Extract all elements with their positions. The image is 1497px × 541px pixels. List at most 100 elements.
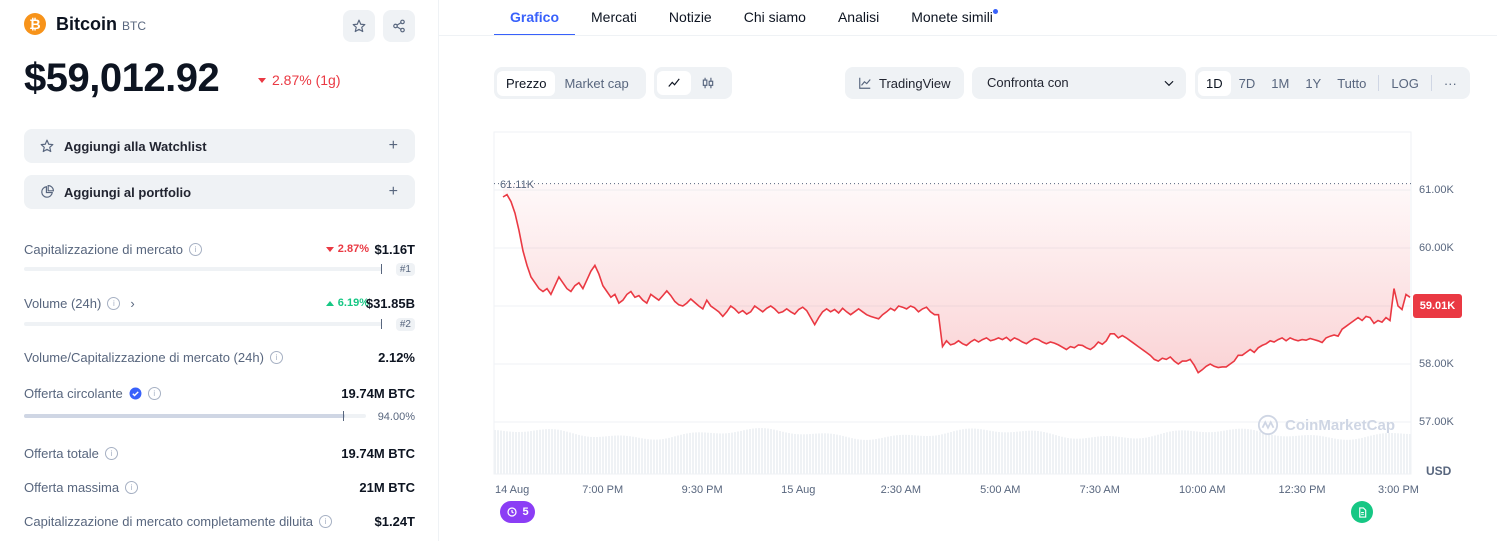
info-icon[interactable]: i	[104, 447, 118, 460]
volume-bar	[1151, 436, 1153, 474]
x-tick-label: 14 Aug	[495, 484, 530, 496]
tab-chi-siamo[interactable]: Chi siamo	[743, 9, 806, 25]
volume-bar	[1310, 435, 1312, 474]
info-icon[interactable]: i	[188, 243, 202, 256]
volume-bar	[542, 429, 544, 474]
tab-notizie[interactable]: Notizie	[668, 9, 712, 25]
watermark-text: CoinMarketCap	[1285, 416, 1396, 434]
volume-bar	[1211, 432, 1213, 474]
share-button[interactable]	[383, 10, 415, 42]
line-chart-icon[interactable]	[657, 71, 691, 95]
volume-bar	[1268, 434, 1270, 474]
volume-bar	[494, 429, 496, 474]
volume-bar	[1289, 436, 1291, 474]
volume-bar	[965, 428, 967, 474]
volume-bar	[1028, 430, 1030, 474]
volume-bar	[1259, 431, 1261, 474]
volume-bar	[1334, 438, 1336, 474]
volume-bar	[1004, 432, 1006, 474]
volume-bar	[1247, 429, 1249, 474]
volume-bar	[584, 436, 586, 474]
star-button[interactable]	[343, 10, 375, 42]
volume-bar	[875, 439, 877, 474]
tab-analisi[interactable]: Analisi	[837, 9, 880, 25]
info-icon[interactable]: i	[107, 297, 121, 310]
tab-mercati[interactable]: Mercati	[591, 9, 637, 25]
news-badge[interactable]	[1351, 501, 1373, 523]
volume-bar	[968, 428, 970, 474]
volume-bar	[1172, 431, 1174, 474]
volume-bar	[878, 438, 880, 474]
log-toggle[interactable]: LOG	[1391, 75, 1419, 91]
plus-icon: +	[388, 183, 398, 200]
volume-bar	[578, 434, 580, 474]
volume-bar	[503, 430, 505, 474]
y-tick-label: 60.00K	[1419, 242, 1454, 254]
volume-bar	[1199, 431, 1201, 474]
events-badge[interactable]: 5	[500, 501, 535, 523]
volume-bar	[611, 435, 613, 474]
volume-bar	[899, 434, 901, 474]
pie-chart-icon	[40, 185, 54, 199]
volume-bar	[791, 433, 793, 474]
tab-monete-simili[interactable]: Monete simili	[895, 0, 1009, 34]
info-icon[interactable]: i	[269, 351, 283, 364]
volume-bar	[752, 428, 754, 474]
range-1m[interactable]: 1M	[1271, 75, 1290, 91]
chevron-right-icon[interactable]: ›	[130, 296, 135, 311]
volume-bar	[620, 435, 622, 474]
volume-bar	[1370, 435, 1372, 474]
volume-bar	[794, 433, 796, 474]
more-options-icon[interactable]: ···	[1443, 75, 1457, 91]
candlestick-icon[interactable]	[691, 71, 725, 95]
notification-dot	[992, 9, 998, 14]
volume-bar	[809, 434, 811, 474]
volume-bar	[1304, 435, 1306, 474]
volume-bar	[1031, 430, 1033, 474]
volume-bar	[569, 432, 571, 474]
range-all[interactable]: Tutto	[1337, 75, 1367, 91]
volume-bar	[1373, 434, 1375, 474]
volume-bar	[707, 432, 709, 474]
volume-bar	[1010, 432, 1012, 474]
range-1y[interactable]: 1Y	[1305, 75, 1322, 91]
y-tick-label: 57.00K	[1419, 416, 1454, 428]
volume-bar	[563, 430, 565, 474]
volume-bar	[1346, 439, 1348, 474]
volume-bar	[581, 435, 583, 474]
volume-bar	[1232, 429, 1234, 474]
volume-bar	[788, 433, 790, 474]
stat-label: Volume/Capitalizzazione di mercato (24h)	[24, 350, 264, 365]
volume-bar	[686, 433, 688, 474]
range-1d[interactable]: 1D	[1198, 70, 1231, 96]
add-watchlist-button[interactable]: Aggiungi alla Watchlist +	[24, 129, 415, 163]
volume-bar	[860, 439, 862, 474]
info-icon[interactable]: i	[125, 481, 139, 494]
info-icon[interactable]: i	[147, 387, 161, 400]
tradingview-button[interactable]: TradingView	[845, 67, 964, 99]
volume-bar	[1058, 435, 1060, 474]
volume-bar	[1250, 429, 1252, 474]
volume-bar	[1403, 433, 1405, 474]
coin-symbol: BTC	[122, 19, 146, 33]
range-7d[interactable]: 7D	[1238, 75, 1256, 91]
info-icon[interactable]: i	[319, 515, 333, 528]
time-range-selector: 1D 7D 1M 1Y Tutto LOG ···	[1195, 67, 1470, 99]
volume-bar	[755, 428, 757, 474]
volume-bar	[1016, 431, 1018, 474]
volume-bar	[962, 429, 964, 474]
compare-select[interactable]: Confronta con	[972, 67, 1186, 99]
volume-bar	[677, 435, 679, 474]
volume-bar	[923, 435, 925, 474]
add-portfolio-button[interactable]: Aggiungi al portfolio +	[24, 175, 415, 209]
volume-bar	[1181, 430, 1183, 474]
market-cap-option[interactable]: Market cap	[564, 75, 629, 91]
price-option[interactable]: Prezzo	[497, 70, 556, 96]
volume-bar	[1313, 435, 1315, 474]
x-tick-label: 7:30 AM	[1079, 484, 1120, 496]
volume-bar	[1208, 432, 1210, 474]
volume-bar	[983, 429, 985, 474]
plus-icon: +	[388, 137, 398, 154]
volume-bar	[548, 429, 550, 474]
